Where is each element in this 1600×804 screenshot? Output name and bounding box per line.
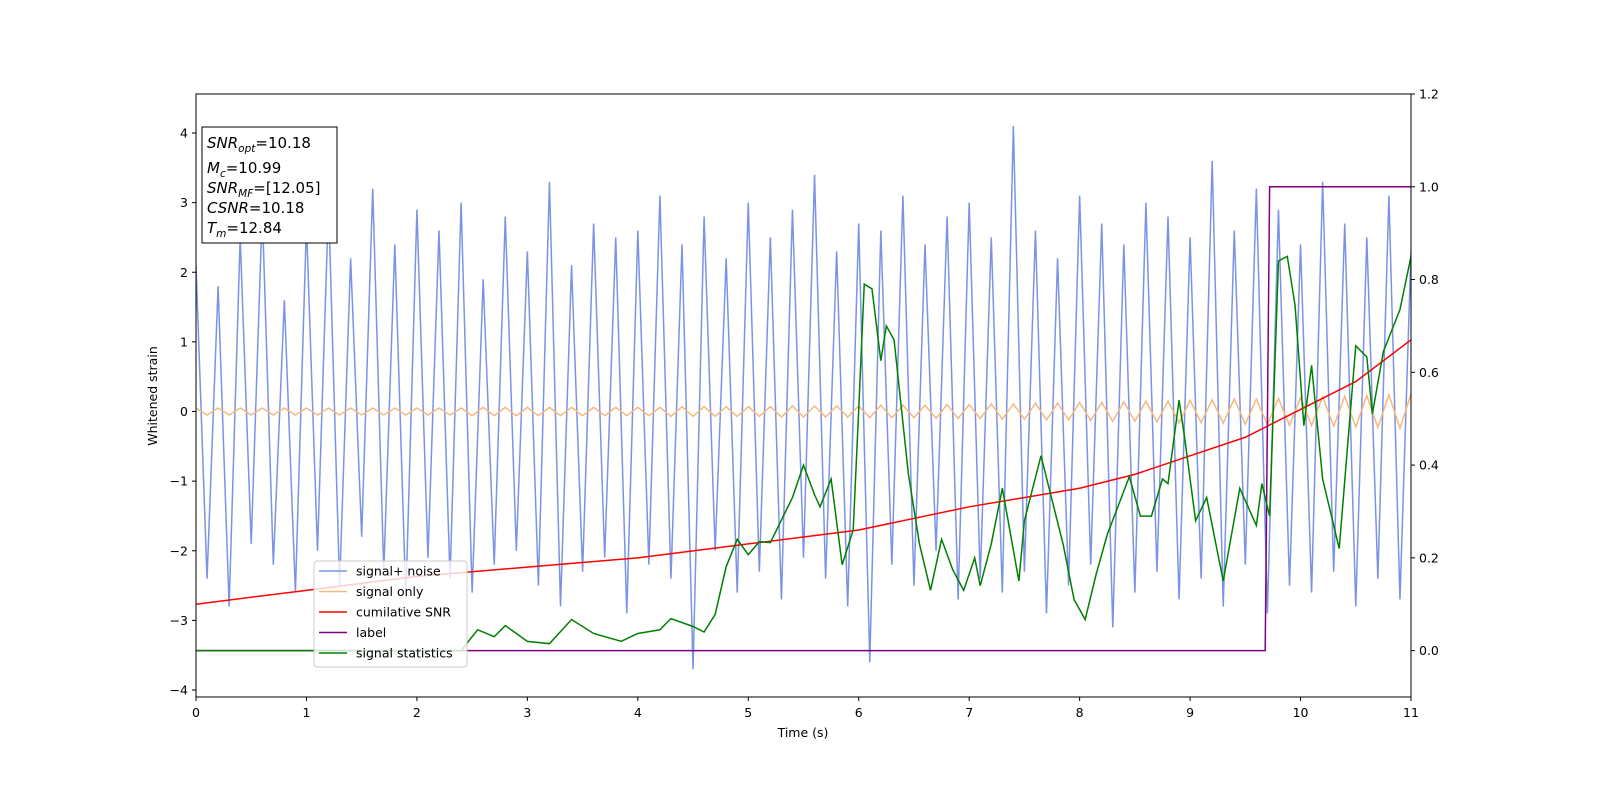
x-tick-label: 4 bbox=[634, 705, 642, 720]
legend-label: signal only bbox=[356, 584, 424, 599]
y-tick-label: 3 bbox=[180, 195, 188, 210]
x-tick-label: 8 bbox=[1076, 705, 1084, 720]
annotation-subscript: opt bbox=[238, 143, 256, 155]
x-tick-label: 0 bbox=[192, 705, 200, 720]
legend-label: cumilative SNR bbox=[356, 605, 451, 620]
y-tick-label: 0 bbox=[180, 404, 188, 419]
annotation-symbol: SNR bbox=[207, 134, 238, 152]
series-line bbox=[196, 126, 1411, 670]
x-tick-label: 10 bbox=[1293, 705, 1309, 720]
series-line bbox=[196, 392, 1411, 431]
annotation: CSNR=10.18 bbox=[207, 199, 304, 217]
x-tick-label: 9 bbox=[1186, 705, 1194, 720]
annotation-symbol: CSNR bbox=[207, 199, 249, 217]
y-tick-label: −1 bbox=[170, 474, 188, 489]
annotation-text: =10.99 bbox=[226, 159, 282, 177]
y2-tick-label: 0.0 bbox=[1419, 643, 1439, 658]
annotation: Tm=12.84 bbox=[207, 219, 282, 240]
plot-frame bbox=[195, 93, 1412, 698]
annotation-symbol: SNR bbox=[207, 179, 238, 197]
annotation-symbol: M bbox=[207, 159, 220, 177]
annotation-symbol: T bbox=[207, 219, 218, 237]
series-line bbox=[196, 255, 1411, 652]
legend-label: signal+ noise bbox=[356, 564, 441, 579]
y-tick-label: 2 bbox=[180, 265, 188, 280]
annotation-text: =10.18 bbox=[249, 199, 305, 217]
legend-box bbox=[313, 560, 468, 668]
annotation: Mc=10.99 bbox=[207, 159, 281, 180]
annotation-text: =12.84 bbox=[226, 219, 282, 237]
x-tick-label: 6 bbox=[855, 705, 863, 720]
series-line bbox=[196, 186, 1411, 652]
x-tick-label: 5 bbox=[744, 705, 752, 720]
y2-tick-label: 0.2 bbox=[1419, 550, 1439, 565]
y2-tick-label: 0.4 bbox=[1419, 458, 1439, 473]
y-tick-label: 1 bbox=[180, 334, 188, 349]
x-tick-label: 7 bbox=[965, 705, 973, 720]
y-axis-label: Whitened strain bbox=[145, 346, 160, 445]
y2-tick-label: 1.2 bbox=[1419, 87, 1439, 102]
x-tick-label: 11 bbox=[1403, 705, 1419, 720]
y-tick-label: −3 bbox=[170, 613, 188, 628]
legend-label: signal statistics bbox=[356, 646, 453, 661]
annotation: SNRopt=10.18 bbox=[207, 134, 311, 155]
annotation-subscript: m bbox=[216, 228, 226, 240]
annotation: SNRMF=[12.05] bbox=[207, 179, 321, 200]
x-tick-label: 2 bbox=[413, 705, 421, 720]
x-axis-label: Time (s) bbox=[777, 725, 829, 740]
y-tick-label: −2 bbox=[170, 543, 188, 558]
annotation-text: =10.18 bbox=[255, 134, 311, 152]
y-tick-label: 4 bbox=[180, 125, 188, 140]
annotation-subscript: MF bbox=[238, 188, 254, 200]
annotation-box bbox=[201, 126, 338, 244]
x-tick-label: 3 bbox=[523, 705, 531, 720]
y-tick-label: −4 bbox=[170, 683, 188, 698]
y2-tick-label: 1.0 bbox=[1419, 179, 1439, 194]
annotation-text: =[12.05] bbox=[253, 179, 320, 197]
y2-tick-label: 0.8 bbox=[1419, 272, 1439, 287]
x-tick-label: 1 bbox=[302, 705, 310, 720]
annotation-subscript: c bbox=[220, 168, 226, 180]
legend-label: label bbox=[356, 625, 386, 640]
y2-tick-label: 0.6 bbox=[1419, 365, 1439, 380]
